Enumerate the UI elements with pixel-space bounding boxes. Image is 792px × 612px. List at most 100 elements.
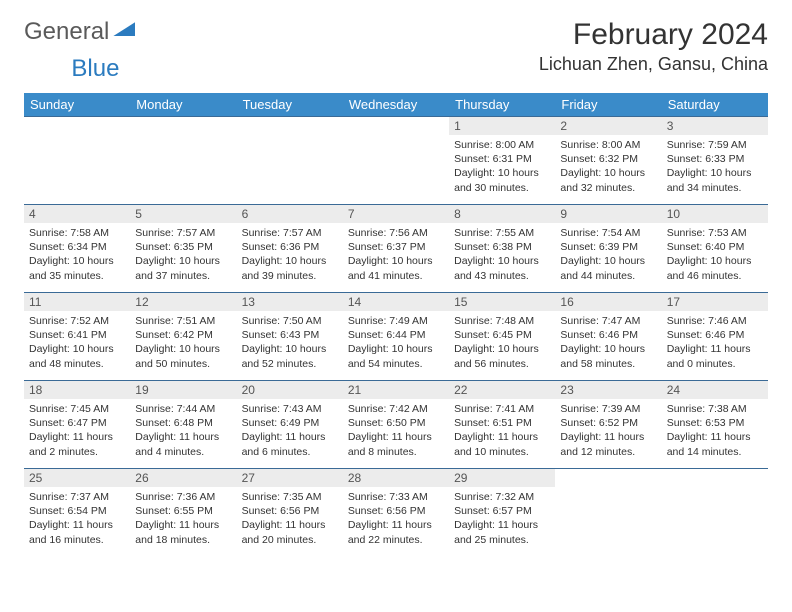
logo-text-gray: General [24,18,109,46]
calendar-day-cell: 21Sunrise: 7:42 AMSunset: 6:50 PMDayligh… [343,381,449,469]
day-details: Sunrise: 7:47 AMSunset: 6:46 PMDaylight:… [555,311,661,375]
day-number: 13 [237,293,343,311]
day-details: Sunrise: 7:35 AMSunset: 6:56 PMDaylight:… [237,487,343,551]
day-details: Sunrise: 7:49 AMSunset: 6:44 PMDaylight:… [343,311,449,375]
day-details: Sunrise: 7:58 AMSunset: 6:34 PMDaylight:… [24,223,130,287]
day-details: Sunrise: 7:51 AMSunset: 6:42 PMDaylight:… [130,311,236,375]
day-details: Sunrise: 7:50 AMSunset: 6:43 PMDaylight:… [237,311,343,375]
day-number: 16 [555,293,661,311]
day-number: 10 [662,205,768,223]
calendar-day-cell: 6Sunrise: 7:57 AMSunset: 6:36 PMDaylight… [237,205,343,293]
calendar-day-cell: 25Sunrise: 7:37 AMSunset: 6:54 PMDayligh… [24,469,130,557]
day-details: Sunrise: 8:00 AMSunset: 6:31 PMDaylight:… [449,135,555,199]
weekday-header: Friday [555,93,661,117]
weekday-header: Thursday [449,93,555,117]
calendar-empty-cell [24,117,130,205]
logo-text-blue: Blue [71,55,119,83]
calendar-day-cell: 3Sunrise: 7:59 AMSunset: 6:33 PMDaylight… [662,117,768,205]
calendar-row: 11Sunrise: 7:52 AMSunset: 6:41 PMDayligh… [24,293,768,381]
calendar-day-cell: 28Sunrise: 7:33 AMSunset: 6:56 PMDayligh… [343,469,449,557]
calendar-day-cell: 4Sunrise: 7:58 AMSunset: 6:34 PMDaylight… [24,205,130,293]
calendar-empty-cell [662,469,768,557]
day-details: Sunrise: 7:53 AMSunset: 6:40 PMDaylight:… [662,223,768,287]
calendar-day-cell: 27Sunrise: 7:35 AMSunset: 6:56 PMDayligh… [237,469,343,557]
weekday-header: Saturday [662,93,768,117]
day-details: Sunrise: 7:52 AMSunset: 6:41 PMDaylight:… [24,311,130,375]
calendar-day-cell: 19Sunrise: 7:44 AMSunset: 6:48 PMDayligh… [130,381,236,469]
day-details: Sunrise: 7:38 AMSunset: 6:53 PMDaylight:… [662,399,768,463]
day-details: Sunrise: 7:54 AMSunset: 6:39 PMDaylight:… [555,223,661,287]
calendar-day-cell: 20Sunrise: 7:43 AMSunset: 6:49 PMDayligh… [237,381,343,469]
calendar-day-cell: 17Sunrise: 7:46 AMSunset: 6:46 PMDayligh… [662,293,768,381]
day-details: Sunrise: 7:45 AMSunset: 6:47 PMDaylight:… [24,399,130,463]
calendar-day-cell: 15Sunrise: 7:48 AMSunset: 6:45 PMDayligh… [449,293,555,381]
day-details: Sunrise: 7:32 AMSunset: 6:57 PMDaylight:… [449,487,555,551]
day-number: 20 [237,381,343,399]
calendar-day-cell: 29Sunrise: 7:32 AMSunset: 6:57 PMDayligh… [449,469,555,557]
day-number: 24 [662,381,768,399]
day-number: 26 [130,469,236,487]
calendar-day-cell: 22Sunrise: 7:41 AMSunset: 6:51 PMDayligh… [449,381,555,469]
day-number: 12 [130,293,236,311]
day-number: 6 [237,205,343,223]
calendar-empty-cell [130,117,236,205]
day-number: 14 [343,293,449,311]
calendar-day-cell: 9Sunrise: 7:54 AMSunset: 6:39 PMDaylight… [555,205,661,293]
calendar-row: 18Sunrise: 7:45 AMSunset: 6:47 PMDayligh… [24,381,768,469]
weekday-header-row: SundayMondayTuesdayWednesdayThursdayFrid… [24,93,768,117]
calendar-day-cell: 23Sunrise: 7:39 AMSunset: 6:52 PMDayligh… [555,381,661,469]
day-number: 29 [449,469,555,487]
calendar-day-cell: 26Sunrise: 7:36 AMSunset: 6:55 PMDayligh… [130,469,236,557]
day-details: Sunrise: 7:48 AMSunset: 6:45 PMDaylight:… [449,311,555,375]
calendar-empty-cell [555,469,661,557]
day-details: Sunrise: 7:55 AMSunset: 6:38 PMDaylight:… [449,223,555,287]
day-details: Sunrise: 7:42 AMSunset: 6:50 PMDaylight:… [343,399,449,463]
day-details: Sunrise: 7:46 AMSunset: 6:46 PMDaylight:… [662,311,768,375]
day-details: Sunrise: 7:56 AMSunset: 6:37 PMDaylight:… [343,223,449,287]
logo-triangle-icon [113,22,135,36]
calendar-empty-cell [343,117,449,205]
calendar-body: 1Sunrise: 8:00 AMSunset: 6:31 PMDaylight… [24,117,768,557]
weekday-header: Sunday [24,93,130,117]
calendar-row: 4Sunrise: 7:58 AMSunset: 6:34 PMDaylight… [24,205,768,293]
day-details: Sunrise: 7:59 AMSunset: 6:33 PMDaylight:… [662,135,768,199]
location: Lichuan Zhen, Gansu, China [539,54,768,75]
weekday-header: Wednesday [343,93,449,117]
day-number: 4 [24,205,130,223]
day-number: 5 [130,205,236,223]
day-number: 1 [449,117,555,135]
calendar-day-cell: 8Sunrise: 7:55 AMSunset: 6:38 PMDaylight… [449,205,555,293]
calendar-day-cell: 18Sunrise: 7:45 AMSunset: 6:47 PMDayligh… [24,381,130,469]
calendar-day-cell: 7Sunrise: 7:56 AMSunset: 6:37 PMDaylight… [343,205,449,293]
day-details: Sunrise: 7:44 AMSunset: 6:48 PMDaylight:… [130,399,236,463]
calendar-empty-cell [237,117,343,205]
day-number: 25 [24,469,130,487]
calendar-day-cell: 24Sunrise: 7:38 AMSunset: 6:53 PMDayligh… [662,381,768,469]
day-number: 8 [449,205,555,223]
day-number: 18 [24,381,130,399]
weekday-header: Monday [130,93,236,117]
day-details: Sunrise: 7:33 AMSunset: 6:56 PMDaylight:… [343,487,449,551]
day-number: 7 [343,205,449,223]
day-details: Sunrise: 7:57 AMSunset: 6:35 PMDaylight:… [130,223,236,287]
day-number: 3 [662,117,768,135]
day-number: 11 [24,293,130,311]
calendar-row: 25Sunrise: 7:37 AMSunset: 6:54 PMDayligh… [24,469,768,557]
day-number: 21 [343,381,449,399]
day-details: Sunrise: 8:00 AMSunset: 6:32 PMDaylight:… [555,135,661,199]
calendar-day-cell: 1Sunrise: 8:00 AMSunset: 6:31 PMDaylight… [449,117,555,205]
calendar-day-cell: 14Sunrise: 7:49 AMSunset: 6:44 PMDayligh… [343,293,449,381]
day-number: 17 [662,293,768,311]
calendar-row: 1Sunrise: 8:00 AMSunset: 6:31 PMDaylight… [24,117,768,205]
day-details: Sunrise: 7:37 AMSunset: 6:54 PMDaylight:… [24,487,130,551]
calendar-day-cell: 12Sunrise: 7:51 AMSunset: 6:42 PMDayligh… [130,293,236,381]
day-number: 28 [343,469,449,487]
calendar-day-cell: 16Sunrise: 7:47 AMSunset: 6:46 PMDayligh… [555,293,661,381]
calendar-day-cell: 5Sunrise: 7:57 AMSunset: 6:35 PMDaylight… [130,205,236,293]
calendar-day-cell: 13Sunrise: 7:50 AMSunset: 6:43 PMDayligh… [237,293,343,381]
day-details: Sunrise: 7:39 AMSunset: 6:52 PMDaylight:… [555,399,661,463]
day-number: 15 [449,293,555,311]
title-block: February 2024 Lichuan Zhen, Gansu, China [539,18,768,75]
day-number: 2 [555,117,661,135]
logo: General [24,18,137,46]
